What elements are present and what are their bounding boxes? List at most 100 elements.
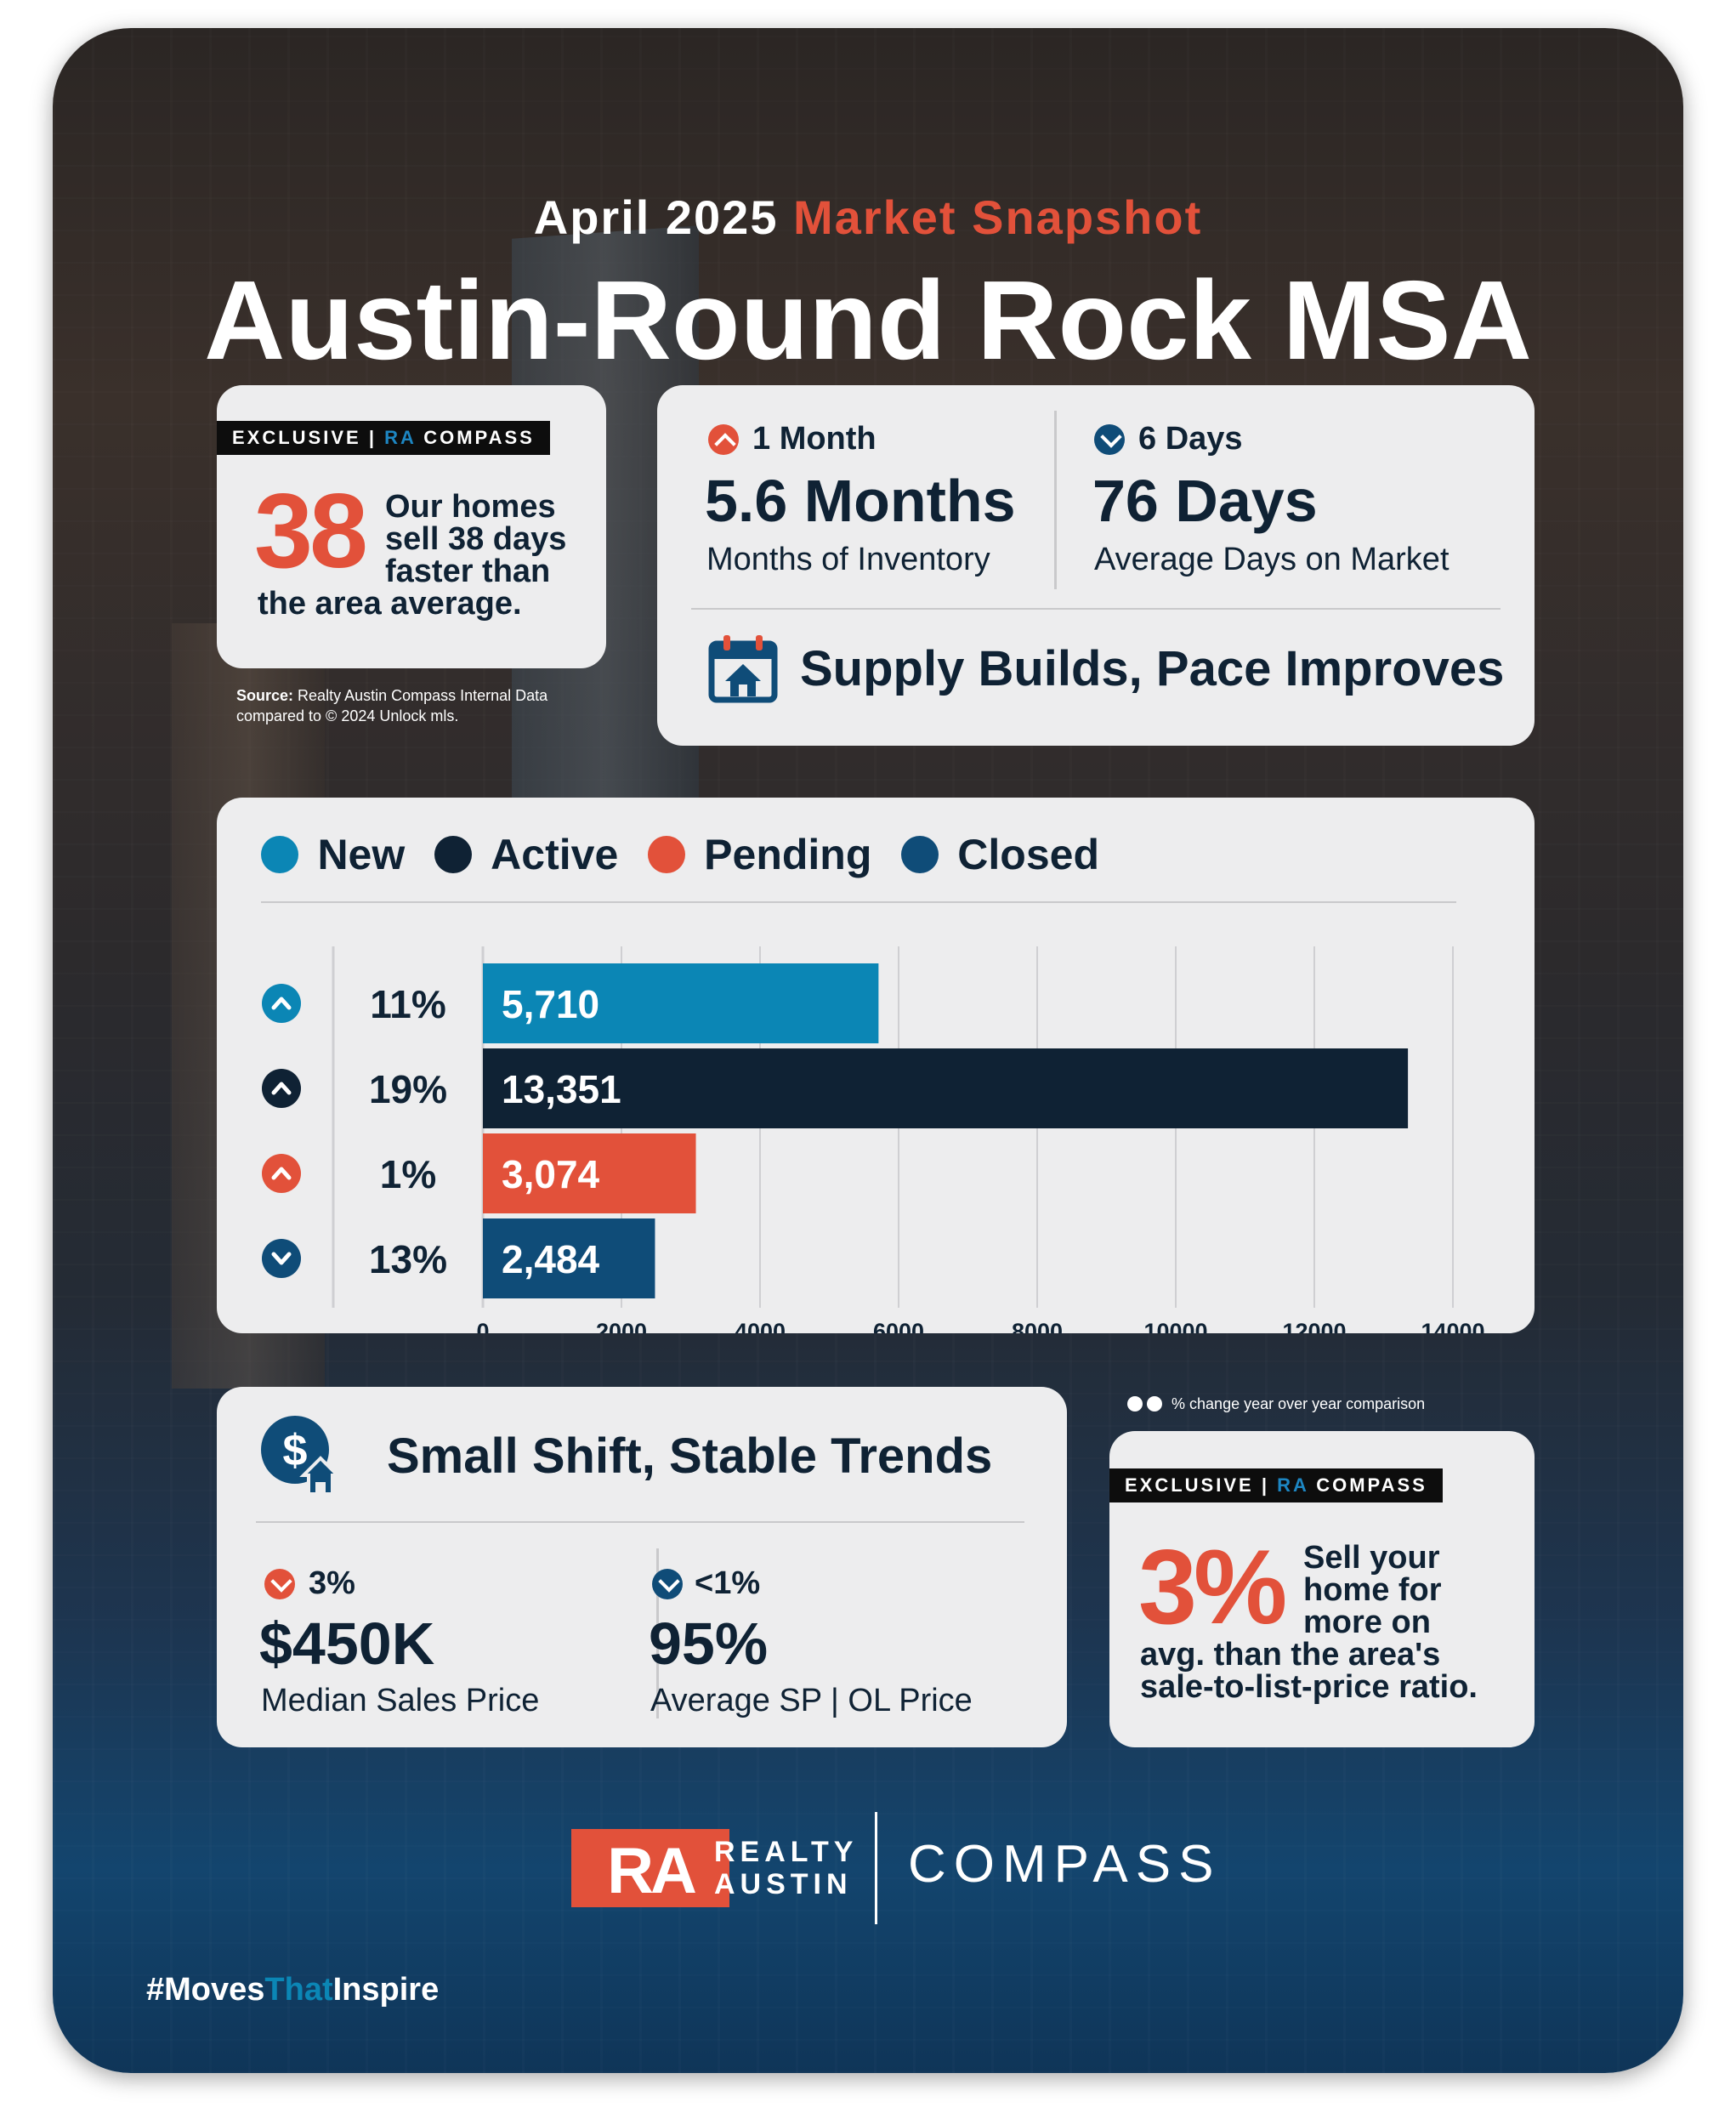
dollar-home-icon: $ (259, 1414, 344, 1499)
ratio-change: <1% (695, 1565, 761, 1601)
footnote-text: % change year over year comparison (1172, 1394, 1426, 1412)
ra-logo-box: RA (571, 1829, 729, 1907)
x-tick-label: 14000 (1421, 1319, 1484, 1333)
austin-text: AUSTIN (714, 1868, 853, 1900)
down-change-icon (1094, 424, 1125, 455)
hashtag: #MovesThatInspire (146, 1972, 439, 2008)
ratio-text-line3: more on (1303, 1605, 1431, 1640)
page-title: Austin-Round Rock MSA (204, 258, 1532, 383)
badge-ra: RA (384, 427, 417, 448)
header-month-year: April 2025 (533, 190, 779, 244)
svg-text:$: $ (283, 1426, 308, 1475)
exclusive-badge: EXCLUSIVE | RA COMPASS (217, 421, 550, 455)
inventory-value: 5.6 Months (705, 468, 1016, 534)
x-tick-label: 6000 (873, 1319, 924, 1333)
inventory-label: Months of Inventory (706, 542, 990, 577)
dom-change: 6 Days (1138, 421, 1243, 457)
up-chevron-icon (262, 1069, 301, 1108)
inventory-change: 1 Month (752, 421, 877, 457)
median-change: 3% (309, 1565, 355, 1601)
legend-active: Active (491, 831, 619, 878)
supply-headline: Supply Builds, Pace Improves (800, 641, 1505, 696)
badge-compass: COMPASS (423, 427, 535, 448)
bar-value-label: 3,074 (502, 1152, 600, 1196)
legend-pending-dot (647, 836, 685, 873)
chevron-mark (271, 1167, 292, 1180)
bar-pending (483, 1133, 696, 1213)
badge-exclusive-2: EXCLUSIVE (1125, 1474, 1254, 1496)
header-subtitle: April 2025 Market Snapshot (53, 190, 1683, 245)
calendar-home-icon (706, 632, 780, 705)
days-text-line1: Our homes (385, 489, 556, 525)
poster: April 2025 Market Snapshot Austin-Round … (53, 28, 1683, 2073)
change-percent-label: 19% (369, 1067, 447, 1111)
supply-divider (1054, 411, 1057, 589)
up-chevron-icon (262, 1154, 301, 1193)
ratio-label: Average SP | OL Price (650, 1683, 973, 1718)
legend-new: New (317, 831, 406, 878)
median-label: Median Sales Price (261, 1683, 540, 1718)
badge-ra-2: RA (1277, 1474, 1309, 1496)
median-value: $450K (259, 1610, 435, 1677)
hashtag-part1: #Moves (146, 1972, 265, 2008)
footnote-up-icon (1127, 1396, 1143, 1412)
price-divider (656, 1548, 659, 1718)
ratio-text-line2: home for (1303, 1572, 1442, 1608)
bar-closed (483, 1218, 655, 1298)
legend-pending: Pending (704, 831, 872, 878)
x-tick-label: 4000 (735, 1319, 786, 1333)
badge-compass-2: COMPASS (1316, 1474, 1427, 1496)
legend-new-dot (261, 836, 298, 873)
exclusive-badge-2: EXCLUSIVE | RA COMPASS (1109, 1468, 1443, 1502)
bar-chart: 0 2000 4000 6000 8000 10000 12000 14000 5,710 11%… (262, 946, 1485, 1333)
badge-sep-2: | (1261, 1474, 1269, 1496)
change-percent-label: 11% (370, 982, 446, 1026)
ra-logo-text: RA (607, 1835, 697, 1907)
dom-value: 76 Days (1092, 468, 1318, 534)
x-tick-label: 0 (476, 1319, 489, 1333)
footnote: % change year over year comparison (1127, 1394, 1425, 1413)
header-snapshot: Market Snapshot (793, 190, 1203, 244)
ratio-value: 95% (649, 1610, 769, 1677)
down-chevron-icon (262, 1239, 301, 1278)
price-card: $ Small Shift, Stable Trends 3% $450K Me… (217, 1387, 1067, 1747)
chart-legend: New Active Pending Closed (261, 830, 1099, 881)
dom-label: Average Days on Market (1094, 542, 1450, 577)
legend-active-dot (434, 836, 472, 873)
bar-value-label: 2,484 (502, 1237, 600, 1281)
change-percent-label: 1% (380, 1152, 436, 1196)
hashtag-part2: That (264, 1972, 333, 2008)
bar-active (483, 1048, 1409, 1128)
badge-sep: | (368, 427, 377, 448)
chevron-mark (271, 1082, 292, 1095)
price-headline: Small Shift, Stable Trends (387, 1429, 993, 1484)
badge-exclusive: EXCLUSIVE (232, 427, 361, 448)
x-tick-label: 2000 (596, 1319, 647, 1333)
footnote-down-icon (1147, 1396, 1163, 1412)
big-number-38: 38 (254, 473, 368, 590)
up-chevron-icon (262, 984, 301, 1023)
legend-separator (261, 901, 1456, 903)
x-tick-label: 10000 (1143, 1319, 1207, 1333)
x-tick-label: 8000 (1012, 1319, 1063, 1333)
hashtag-part3: Inspire (332, 1972, 440, 2008)
ratio-down-icon (652, 1569, 683, 1599)
compass-logo: COMPASS (908, 1835, 1222, 1894)
days-text-line3: faster than (385, 554, 551, 589)
logo-divider (875, 1812, 877, 1924)
median-down-icon (264, 1569, 295, 1599)
chevron-mark (271, 997, 292, 1010)
ratio-text-line5: sale-to-list-price ratio. (1140, 1669, 1478, 1705)
bar-value-label: 5,710 (502, 982, 599, 1026)
supply-card: 1 Month 5.6 Months Months of Inventory 6… (657, 385, 1535, 746)
bar-new (483, 963, 879, 1043)
days-text-line4: the area average. (258, 586, 522, 622)
supply-separator (691, 608, 1501, 610)
ratio-text-line1: Sell your (1303, 1540, 1440, 1576)
up-change-icon (708, 424, 739, 455)
source-line1: Realty Austin Compass Internal Data (298, 687, 548, 704)
change-percent-label: 13% (369, 1237, 447, 1281)
days-text-line2: sell 38 days (385, 521, 567, 557)
exclusive-days-card: EXCLUSIVE | RA COMPASS 38 Our homes sell… (217, 385, 606, 668)
legend-closed: Closed (957, 831, 1099, 878)
